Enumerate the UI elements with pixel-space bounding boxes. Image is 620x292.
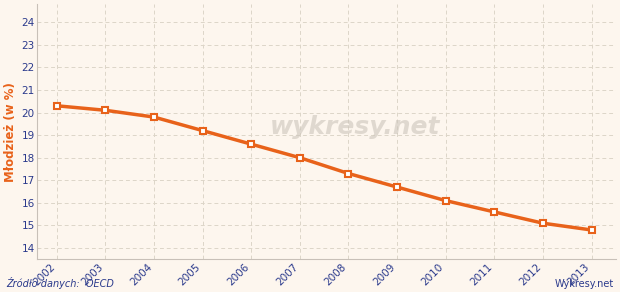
Text: wykresy.net: wykresy.net xyxy=(270,115,441,139)
Text: Źródło danych:  OECD: Źródło danych: OECD xyxy=(6,277,114,289)
Text: Wykresy.net: Wykresy.net xyxy=(554,279,614,289)
Y-axis label: Młodzież (w %): Młodzież (w %) xyxy=(4,82,17,182)
